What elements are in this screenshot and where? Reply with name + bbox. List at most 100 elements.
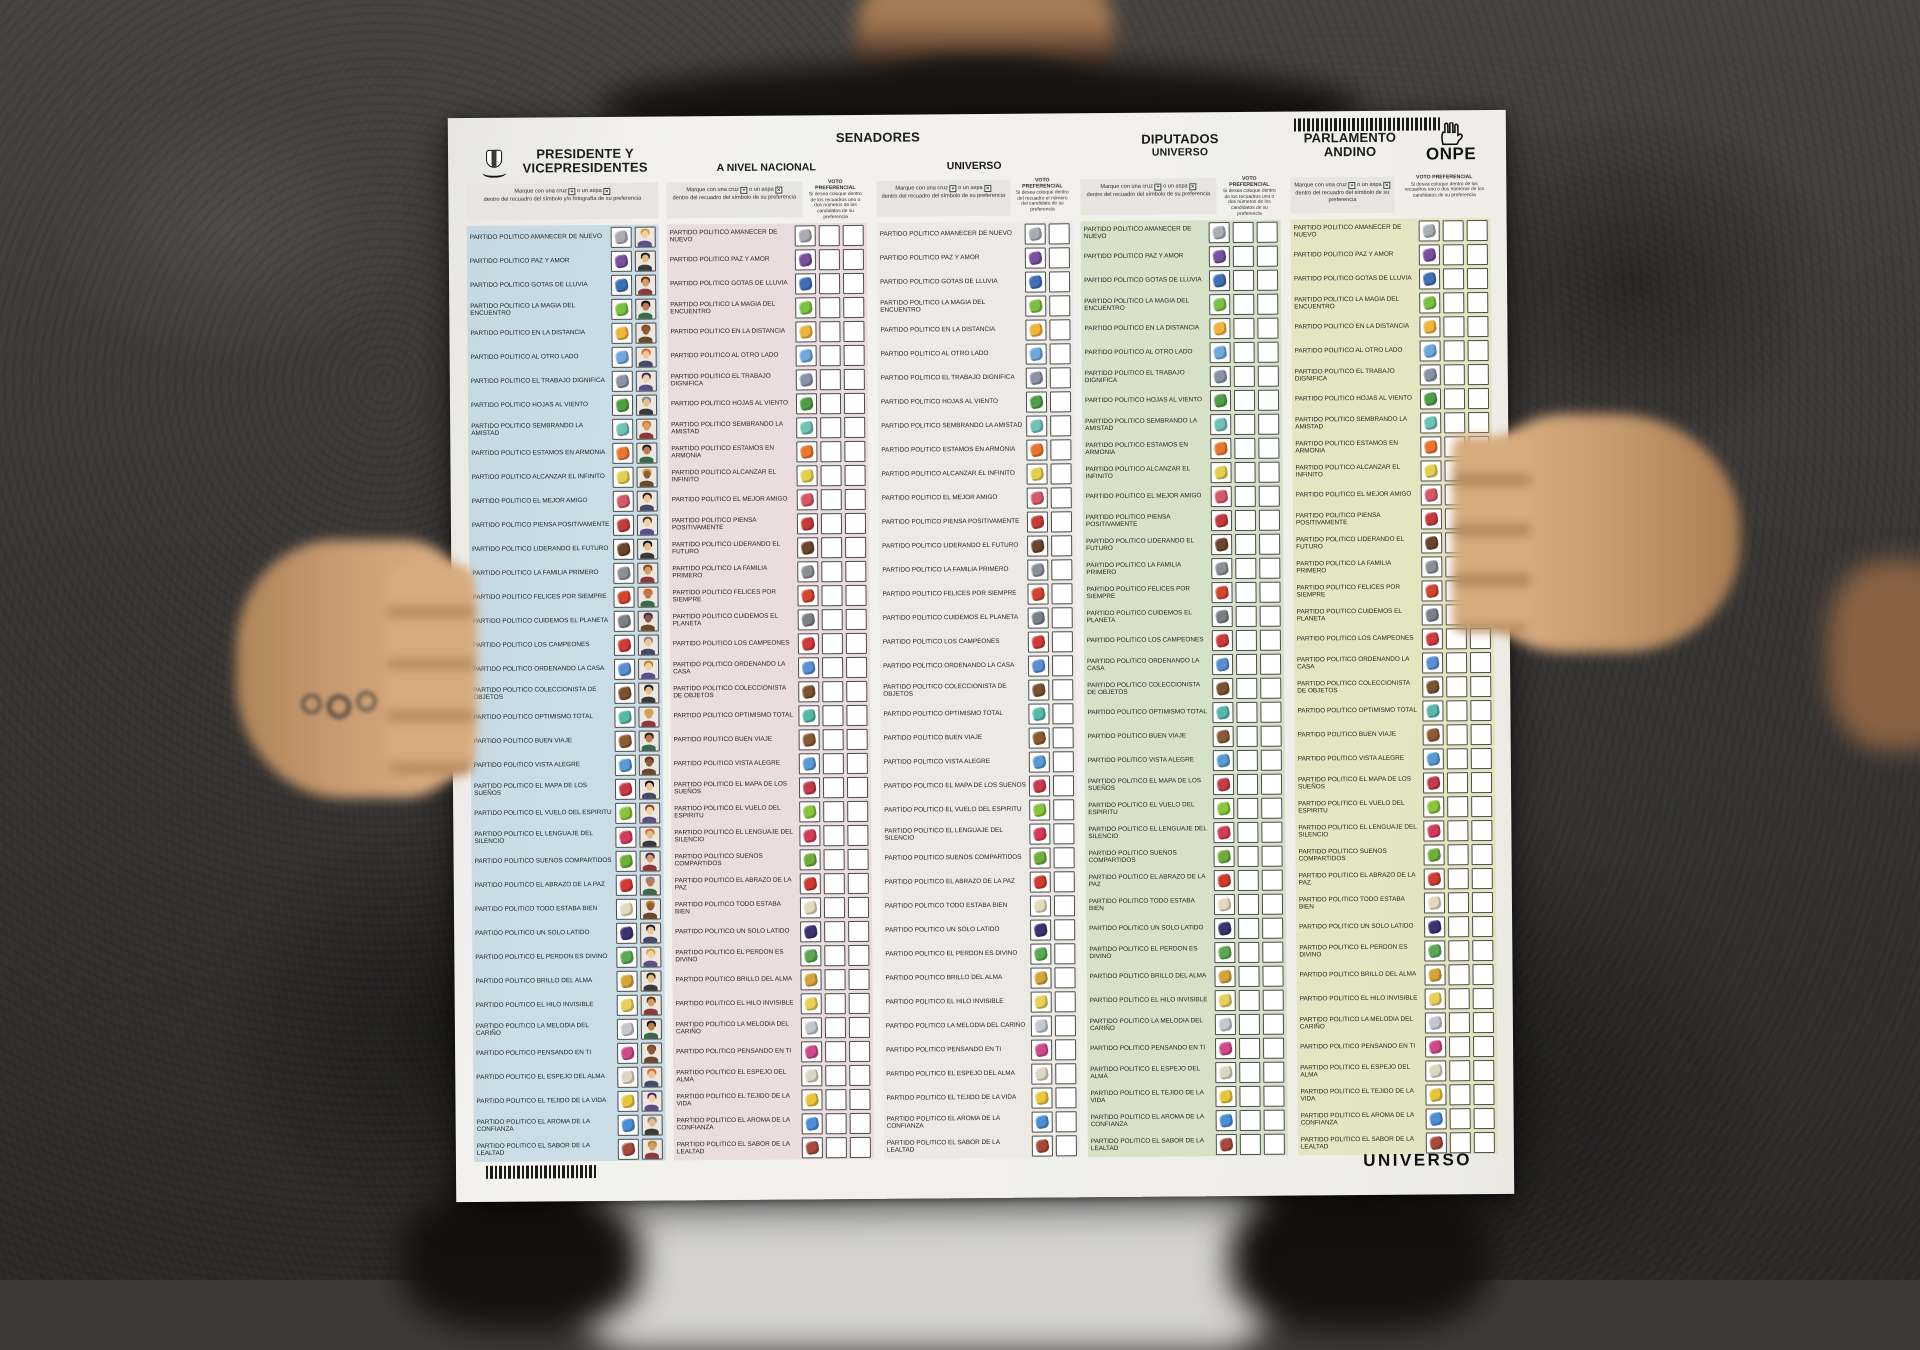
symbol-box[interactable]	[796, 440, 818, 462]
candidate-photo[interactable]	[634, 274, 657, 296]
symbol-box[interactable]	[612, 490, 634, 512]
preference-number-box[interactable]	[1467, 363, 1489, 385]
preference-number-box[interactable]	[1447, 867, 1469, 889]
symbol-box[interactable]	[1418, 267, 1441, 290]
symbol-box[interactable]	[1211, 653, 1234, 675]
candidate-photo[interactable]	[641, 1066, 663, 1088]
preference-number-box[interactable]	[1472, 963, 1494, 985]
preference-number-box[interactable]	[1448, 963, 1470, 985]
preference-number-box[interactable]	[1263, 1109, 1285, 1131]
preference-number-box[interactable]	[1472, 987, 1494, 1009]
preference-number-box[interactable]	[1443, 363, 1465, 385]
preference-number-box[interactable]	[1261, 845, 1283, 867]
symbol-box[interactable]	[1024, 270, 1047, 293]
preference-number-box[interactable]	[1054, 1014, 1076, 1036]
symbol-box[interactable]	[799, 872, 821, 894]
candidate-photo[interactable]	[639, 826, 661, 848]
symbol-box[interactable]	[617, 1114, 639, 1136]
symbol-box[interactable]	[1030, 990, 1052, 1013]
preference-number-box[interactable]	[823, 872, 845, 894]
candidate-photo[interactable]	[638, 706, 660, 728]
symbol-box[interactable]	[1211, 557, 1233, 579]
preference-number-box[interactable]	[1233, 341, 1255, 363]
symbol-box[interactable]	[1424, 1011, 1446, 1034]
symbol-box[interactable]	[1424, 963, 1446, 986]
preference-number-box[interactable]	[1471, 795, 1493, 817]
preference-number-box[interactable]	[1260, 773, 1283, 795]
symbol-box[interactable]	[1422, 723, 1444, 746]
preference-number-box[interactable]	[1442, 267, 1465, 289]
preference-number-box[interactable]	[846, 752, 868, 774]
preference-number-box[interactable]	[1258, 437, 1280, 459]
symbol-box[interactable]	[614, 778, 637, 800]
preference-number-box[interactable]	[1443, 315, 1465, 337]
preference-number-box[interactable]	[1472, 939, 1494, 961]
symbol-box[interactable]	[1029, 846, 1051, 869]
symbol-box[interactable]	[1422, 675, 1444, 698]
symbol-box[interactable]	[1029, 894, 1052, 917]
preference-number-box[interactable]	[1262, 941, 1284, 963]
candidate-photo[interactable]	[634, 250, 656, 272]
preference-number-box[interactable]	[1055, 1110, 1077, 1132]
symbol-box[interactable]	[795, 368, 817, 390]
preference-number-box[interactable]	[847, 824, 869, 846]
preference-number-box[interactable]	[1236, 749, 1258, 771]
preference-number-box[interactable]	[1260, 701, 1282, 723]
symbol-box[interactable]	[1209, 317, 1231, 339]
symbol-box[interactable]	[794, 272, 817, 294]
symbol-box[interactable]	[1212, 749, 1234, 771]
preference-number-box[interactable]	[821, 632, 843, 654]
symbol-box[interactable]	[1424, 915, 1446, 938]
preference-number-box[interactable]	[822, 728, 844, 750]
symbol-box[interactable]	[1421, 627, 1443, 650]
preference-number-box[interactable]	[1051, 534, 1073, 556]
preference-number-box[interactable]	[1055, 1038, 1077, 1060]
symbol-box[interactable]	[615, 874, 637, 896]
preference-number-box[interactable]	[845, 584, 867, 606]
symbol-box[interactable]	[611, 322, 633, 344]
preference-number-box[interactable]	[1048, 222, 1070, 244]
symbol-box[interactable]	[801, 1136, 823, 1158]
symbol-box[interactable]	[1208, 245, 1230, 267]
preference-number-box[interactable]	[1232, 245, 1254, 267]
symbol-box[interactable]	[614, 730, 636, 752]
symbol-box[interactable]	[1214, 965, 1236, 987]
symbol-box[interactable]	[1027, 558, 1049, 581]
symbol-box[interactable]	[795, 320, 817, 342]
symbol-box[interactable]	[798, 728, 820, 750]
symbol-box[interactable]	[1025, 342, 1047, 365]
symbol-box[interactable]	[614, 706, 636, 728]
preference-number-box[interactable]	[824, 1016, 846, 1038]
preference-number-box[interactable]	[825, 1136, 847, 1158]
preference-number-box[interactable]	[846, 656, 868, 678]
candidate-photo[interactable]	[635, 346, 657, 368]
preference-number-box[interactable]	[847, 800, 869, 822]
symbol-box[interactable]	[1209, 365, 1231, 387]
candidate-photo[interactable]	[636, 442, 658, 464]
preference-number-box[interactable]	[1449, 1083, 1471, 1105]
symbol-box[interactable]	[1027, 582, 1049, 605]
symbol-box[interactable]	[1214, 941, 1236, 963]
preference-number-box[interactable]	[1050, 438, 1072, 460]
preference-number-box[interactable]	[1262, 965, 1284, 987]
preference-number-box[interactable]	[1256, 221, 1278, 243]
preference-number-box[interactable]	[822, 752, 844, 774]
preference-number-box[interactable]	[1239, 1133, 1261, 1155]
preference-number-box[interactable]	[1466, 219, 1488, 241]
symbol-box[interactable]	[1210, 461, 1232, 483]
symbol-box[interactable]	[1211, 629, 1233, 651]
preference-number-box[interactable]	[1467, 387, 1490, 409]
preference-number-box[interactable]	[1470, 675, 1492, 697]
symbol-box[interactable]	[801, 1112, 823, 1134]
preference-number-box[interactable]	[1258, 413, 1280, 435]
preference-number-box[interactable]	[1471, 843, 1493, 865]
preference-number-box[interactable]	[820, 440, 842, 462]
preference-number-box[interactable]	[821, 536, 843, 558]
preference-number-box[interactable]	[1471, 819, 1493, 841]
preference-number-box[interactable]	[1055, 1134, 1077, 1156]
preference-number-box[interactable]	[1442, 219, 1464, 241]
preference-number-box[interactable]	[1448, 1011, 1470, 1033]
preference-number-box[interactable]	[1234, 485, 1256, 507]
preference-number-box[interactable]	[1051, 606, 1073, 628]
preference-number-box[interactable]	[1050, 510, 1073, 532]
